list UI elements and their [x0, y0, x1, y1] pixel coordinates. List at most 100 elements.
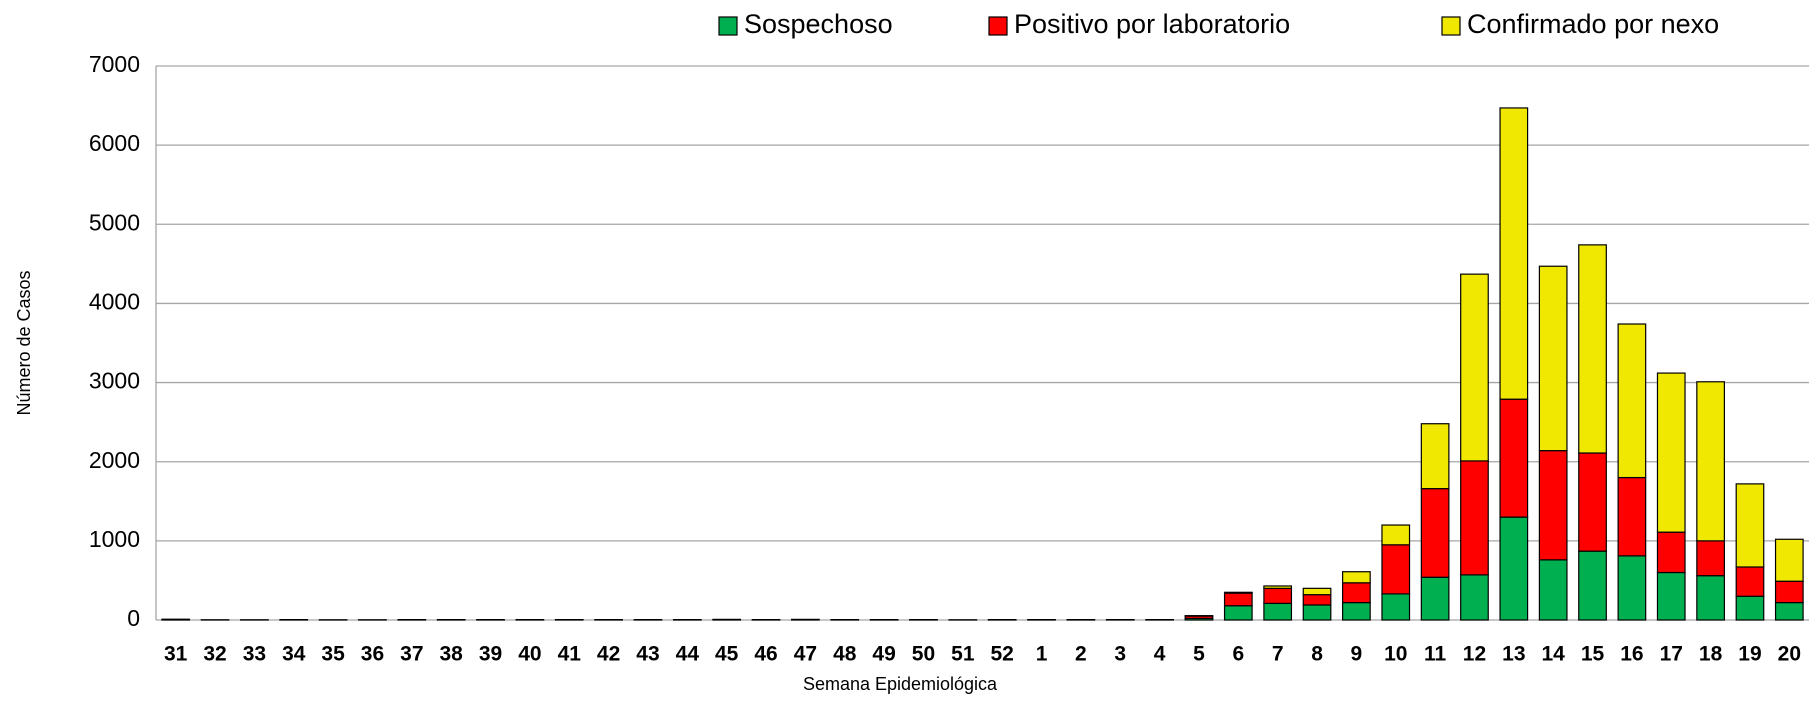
x-tick-label: 41 [558, 643, 582, 666]
x-tick-label: 44 [676, 643, 700, 666]
bar-segment [1735, 566, 1765, 597]
bar-segment [1302, 594, 1332, 606]
bar-segment [1460, 460, 1489, 576]
y-axis-title: Número de Casos [14, 270, 34, 415]
bar-segment [791, 618, 820, 621]
y-tick-label: 6000 [89, 130, 140, 156]
x-tick-label: 13 [1502, 643, 1525, 666]
bar-segment [1499, 516, 1529, 621]
x-tick-label: 38 [439, 643, 463, 666]
bar-segment [1656, 372, 1686, 533]
legend-swatch [988, 16, 1008, 36]
bar-segment [1420, 488, 1450, 578]
bar-segment [1735, 595, 1765, 621]
legend-label: Sospechoso [744, 9, 893, 39]
x-tick-label: 35 [321, 643, 345, 666]
bar-segment [1381, 593, 1411, 621]
y-tick-label: 1000 [89, 526, 140, 552]
legend-swatch [718, 16, 738, 36]
x-tick-label: 18 [1699, 643, 1723, 666]
x-tick-label: 1 [1036, 643, 1048, 666]
x-tick-label: 33 [243, 643, 266, 666]
bar-segment [1381, 524, 1411, 546]
bar-segment [1617, 476, 1647, 557]
bar-segment [1656, 531, 1686, 574]
x-tick-label: 37 [400, 643, 423, 666]
x-tick-label: 10 [1384, 643, 1407, 666]
x-tick-label: 49 [872, 643, 895, 666]
x-tick-label: 34 [282, 643, 306, 666]
y-tick-label: 7000 [89, 51, 140, 77]
bar-segment [1342, 601, 1371, 621]
bar-segment [1302, 604, 1332, 621]
bar-segment [1696, 540, 1725, 577]
x-tick-label: 43 [636, 643, 659, 666]
bar-segment [1617, 323, 1647, 479]
bar-segment [1223, 605, 1253, 621]
x-axis-title: Semana Epidemiológica [803, 674, 998, 694]
x-tick-label: 11 [1424, 643, 1447, 666]
y-tick-label: 2000 [89, 447, 140, 473]
y-tick-label: 0 [127, 605, 140, 631]
x-tick-label: 45 [715, 643, 739, 666]
x-tick-label: 16 [1620, 643, 1643, 666]
x-tick-label: 6 [1232, 643, 1244, 666]
bar-segment [1774, 601, 1804, 621]
x-tick-label: 9 [1351, 643, 1363, 666]
x-tick-label: 47 [794, 643, 817, 666]
bar-segment [1735, 483, 1765, 568]
bar-segment [1342, 582, 1371, 604]
x-tick-label: 20 [1778, 643, 1801, 666]
x-tick-label: 3 [1114, 643, 1126, 666]
bar-segment [1499, 398, 1529, 518]
bar-segment [1774, 580, 1804, 604]
bar-segment [1578, 452, 1607, 552]
bar-segment [1302, 587, 1332, 596]
x-tick-label: 40 [518, 643, 541, 666]
bar-segment [1617, 555, 1647, 621]
x-tick-label: 50 [912, 643, 935, 666]
bar-segment [1696, 575, 1725, 621]
x-tick-label: 32 [203, 643, 226, 666]
bar-segment [1223, 592, 1253, 607]
x-tick-label: 2 [1075, 643, 1087, 666]
bar-segment [1420, 576, 1450, 621]
bar-segment [1342, 571, 1371, 584]
bar-segment [1420, 423, 1450, 490]
legend-label: Positivo por laboratorio [1014, 9, 1290, 39]
x-tick-label: 17 [1660, 643, 1683, 666]
bar-segment [1381, 544, 1411, 595]
x-tick-label: 42 [597, 643, 620, 666]
bar-segment [712, 618, 742, 621]
y-tick-label: 4000 [89, 289, 140, 315]
x-tick-label: 51 [951, 643, 975, 666]
bar-segment [1696, 381, 1725, 542]
x-tick-label: 14 [1541, 643, 1565, 666]
bar-segment [1656, 571, 1686, 621]
bar-segment [1774, 538, 1804, 582]
legend-swatch [1441, 16, 1461, 36]
bar-segment [1263, 585, 1293, 589]
x-tick-label: 12 [1463, 643, 1486, 666]
x-tick-label: 48 [833, 643, 857, 666]
x-tick-label: 31 [164, 643, 188, 666]
x-tick-label: 39 [479, 643, 502, 666]
bar-segment [1460, 273, 1489, 462]
bar-segment [1223, 591, 1253, 594]
bar-segment [1538, 559, 1568, 621]
bar-segment [1460, 574, 1489, 621]
x-tick-label: 46 [754, 643, 777, 666]
x-tick-label: 5 [1193, 643, 1205, 666]
bar-segment [1578, 550, 1607, 621]
x-tick-label: 36 [361, 643, 384, 666]
bar-segment [1263, 587, 1293, 604]
y-tick-label: 3000 [89, 368, 140, 394]
x-tick-label: 52 [990, 643, 1013, 666]
bar-segment [1578, 244, 1607, 454]
x-tick-label: 15 [1581, 643, 1605, 666]
x-tick-label: 4 [1154, 643, 1166, 666]
bar-segment [1499, 107, 1529, 400]
y-tick-label: 5000 [89, 209, 140, 235]
x-tick-label: 8 [1311, 643, 1323, 666]
